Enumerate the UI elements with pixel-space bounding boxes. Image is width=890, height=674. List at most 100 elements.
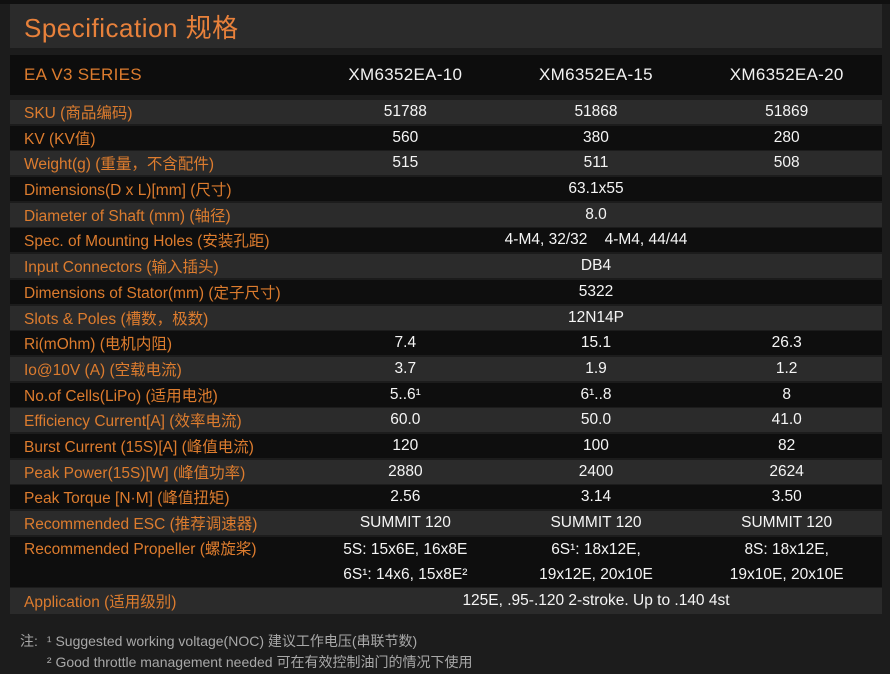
table-row-peak-power: Peak Power(15S)[W] (峰值功率) 2880 2400 2624 [10, 459, 882, 484]
cell-value: SUMMIT 120 [741, 514, 833, 531]
cell-value-merged: 5322 [578, 282, 614, 300]
cell-value: 41.0 [771, 411, 802, 429]
table-row-input-connectors: Input Connectors (输入插头) DB4 [10, 254, 882, 279]
column-header-model-15: XM6352EA-15 [539, 65, 653, 84]
cell-line: 6S¹: 18x12E, [551, 540, 641, 558]
cell-line: 19x10E, 20x10E [729, 565, 844, 583]
table-row-slots-poles: Slots & Poles (槽数，极数) 12N14P [10, 305, 882, 330]
row-label: Diameter of Shaft (mm) (轴径) [24, 207, 231, 225]
cell-value: 560 [392, 128, 419, 146]
cell-value: 511 [583, 154, 609, 172]
cell-value: SUMMIT 120 [550, 514, 642, 531]
row-label: Recommended ESC (推荐调速器) [24, 516, 258, 533]
table-row-recommended-propeller: Recommended Propeller (螺旋桨) 5S: 15x6E, 1… [10, 536, 882, 587]
spec-table: SKU (商品编码) 51788 51868 51869 KV (KV值) 56… [10, 100, 882, 615]
cell-value: 100 [583, 436, 609, 454]
row-label: Input Connectors (输入插头) [24, 259, 219, 277]
cell-value: 508 [773, 154, 800, 172]
table-row-ri: Ri(mOhm) (电机内阻) 7.4 15.1 26.3 [10, 331, 882, 356]
table-row-burst-current: Burst Current (15S)[A] (峰值电流) 120 100 82 [10, 433, 882, 458]
cell-value: SUMMIT 120 [359, 514, 451, 531]
series-label: EA V3 SERIES [24, 65, 142, 84]
cell-value: 2624 [769, 462, 804, 480]
row-label: Dimensions(D x L)[mm] (尺寸) [24, 182, 232, 200]
footnote-1: ¹ Suggested working voltage(NOC) 建议工作电压(… [46, 633, 418, 650]
table-row-stator-dimensions: Dimensions of Stator(mm) (定子尺寸) 5322 [10, 279, 882, 304]
cell-value: 2880 [388, 462, 423, 480]
cell-value: 51868 [574, 103, 618, 120]
row-label: Application (适用级别) [24, 594, 177, 612]
cell-line: 6S¹: 14x6, 15x8E² [343, 565, 468, 583]
table-row-efficiency-current: Efficiency Current[A] (效率电流) 60.0 50.0 4… [10, 408, 882, 433]
row-label: Slots & Poles (槽数，极数) [24, 310, 209, 328]
cell-value: 82 [778, 436, 796, 454]
cell-value-merged: 4-M4, 32/32 4-M4, 44/44 [504, 231, 688, 249]
table-row-kv: KV (KV值) 560 380 280 [10, 125, 882, 150]
cell-value: 120 [392, 436, 419, 454]
cell-value-multiline: 8S: 18x12E, 19x10E, 20x10E [691, 537, 882, 587]
cell-value-merged: 12N14P [567, 308, 624, 326]
cell-value: 60.0 [390, 411, 421, 429]
cell-value: 8 [782, 385, 791, 403]
title-bar: Specification 规格 [10, 4, 882, 48]
page-title: Specification 规格 [24, 12, 239, 43]
cell-value: 2.56 [390, 488, 421, 506]
table-row-weight: Weight(g) (重量，不含配件) 515 511 508 [10, 151, 882, 176]
table-row-cells: No.of Cells(LiPo) (适用电池) 5..6¹ 6¹..8 8 [10, 382, 882, 407]
column-header-model-20: XM6352EA-20 [729, 65, 844, 84]
cell-line: 5S: 15x6E, 16x8E [343, 540, 468, 558]
cell-value: 2400 [578, 462, 614, 480]
table-header-row: EA V3 SERIES XM6352EA-10 XM6352EA-15 XM6… [10, 55, 882, 95]
footnotes: 注: ¹ Suggested working voltage(NOC) 建议工作… [10, 631, 882, 673]
table-row-mounting-holes: Spec. of Mounting Holes (安装孔距) 4-M4, 32/… [10, 228, 882, 253]
cell-value-merged: DB4 [580, 257, 612, 275]
row-label: Recommended Propeller (螺旋桨) [24, 540, 257, 558]
cell-value-multiline: 5S: 15x6E, 16x8E 6S¹: 14x6, 15x8E² [310, 537, 501, 587]
cell-value: 51869 [765, 103, 809, 120]
row-label: SKU (商品编码) [24, 105, 133, 122]
table-row-io: Io@10V (A) (空载电流) 3.7 1.9 1.2 [10, 356, 882, 381]
cell-value-merged: 8.0 [585, 205, 607, 223]
cell-value: 3.14 [580, 488, 612, 506]
table-row-recommended-esc: Recommended ESC (推荐调速器) SUMMIT 120 SUMMI… [10, 511, 882, 535]
cell-value: 515 [392, 154, 419, 172]
row-label: Dimensions of Stator(mm) (定子尺寸) [24, 284, 281, 302]
row-label: Ri(mOhm) (电机内阻) [24, 336, 173, 354]
table-row-sku: SKU (商品编码) 51788 51868 51869 [10, 100, 882, 124]
cell-value: 15.1 [580, 334, 612, 352]
row-label: Spec. of Mounting Holes (安装孔距) [24, 233, 270, 251]
row-label: Peak Power(15S)[W] (峰值功率) [24, 464, 246, 482]
cell-value: 26.3 [771, 334, 802, 352]
footnote-2: ² Good throttle management needed 可在有效控制… [46, 654, 473, 671]
top-edge-strip [0, 0, 890, 4]
cell-value: 1.9 [585, 359, 607, 377]
table-row-shaft-diameter: Diameter of Shaft (mm) (轴径) 8.0 [10, 202, 882, 227]
cell-value: 380 [583, 128, 609, 146]
row-label: Io@10V (A) (空载电流) [24, 361, 182, 379]
table-row-application: Application (适用级别) 125E, .95-.120 2-stro… [10, 588, 882, 615]
cell-value-merged: 125E, .95-.120 2-stroke. Up to .140 4st [462, 592, 730, 610]
cell-value: 51788 [383, 103, 427, 120]
cell-value: 5..6¹ [389, 385, 421, 403]
row-label: Peak Torque [N·M] (峰值扭矩) [24, 490, 230, 508]
row-label: KV (KV值) [24, 130, 96, 148]
cell-value: 50.0 [580, 411, 612, 429]
cell-value: 3.50 [771, 488, 802, 506]
row-label: Weight(g) (重量，不含配件) [24, 156, 215, 174]
row-label: Efficiency Current[A] (效率电流) [24, 413, 242, 431]
cell-value-merged: 63.1x55 [568, 180, 624, 198]
table-row-dimensions: Dimensions(D x L)[mm] (尺寸) 63.1x55 [10, 177, 882, 202]
row-label: Burst Current (15S)[A] (峰值电流) [24, 438, 254, 456]
cell-value: 3.7 [394, 359, 417, 377]
cell-value: 280 [773, 128, 800, 146]
cell-value-multiline: 6S¹: 18x12E, 19x12E, 20x10E [501, 537, 692, 587]
row-label: No.of Cells(LiPo) (适用电池) [24, 387, 218, 405]
spec-sheet: Specification 规格 EA V3 SERIES XM6352EA-1… [10, 4, 882, 673]
table-row-peak-torque: Peak Torque [N·M] (峰值扭矩) 2.56 3.14 3.50 [10, 485, 882, 510]
column-header-model-10: XM6352EA-10 [348, 65, 463, 84]
cell-value: 6¹..8 [580, 385, 612, 403]
cell-value: 1.2 [775, 359, 798, 377]
cell-line: 8S: 18x12E, [744, 540, 829, 558]
footnote-lines: ¹ Suggested working voltage(NOC) 建议工作电压(… [47, 631, 473, 673]
cell-line: 19x12E, 20x10E [539, 565, 653, 583]
